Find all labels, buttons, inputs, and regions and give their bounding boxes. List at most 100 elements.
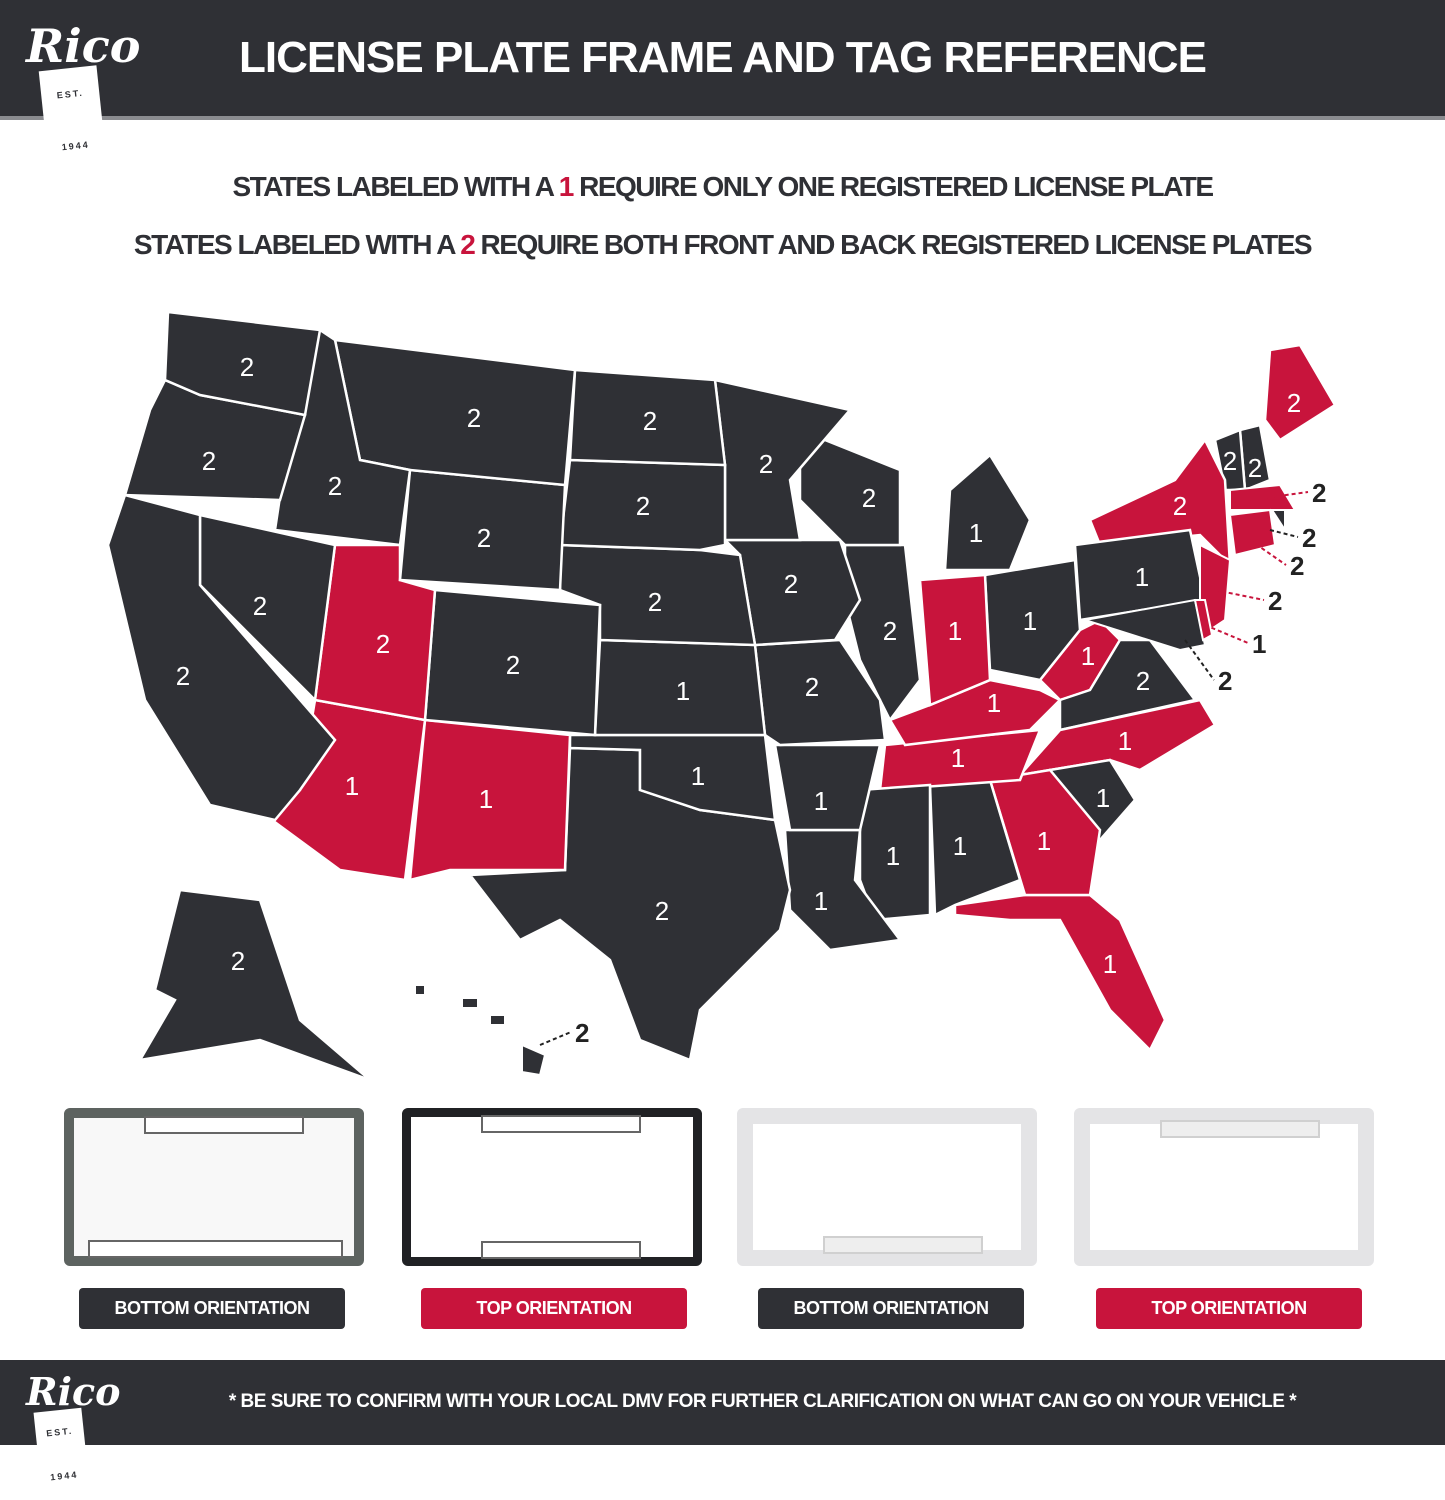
footer-note: * BE SURE TO CONFIRM WITH YOUR LOCAL DMV… <box>228 1391 1297 1412</box>
callout-line <box>1249 539 1287 566</box>
state-shape <box>1228 508 1277 557</box>
state-label: 1 <box>1135 562 1149 592</box>
rico-logo: Rico EST. 1944 <box>26 19 141 175</box>
callout-label: 1 <box>1252 629 1266 659</box>
state-shape <box>918 573 992 707</box>
state-label: 1 <box>987 688 1001 718</box>
legend-number: 1 <box>558 171 575 202</box>
state-label: 2 <box>328 471 342 501</box>
state-shape <box>521 1043 547 1077</box>
state-label: 1 <box>1096 783 1110 813</box>
state-shape <box>163 310 322 417</box>
state-label: 2 <box>883 616 897 646</box>
state-label: 1 <box>345 771 359 801</box>
callout-line <box>1269 529 1299 538</box>
state-shape <box>1263 343 1337 442</box>
state-shape <box>568 368 727 467</box>
state-shape <box>858 783 932 922</box>
state-label: 1 <box>691 761 705 791</box>
frame-image-4 <box>1074 1108 1374 1266</box>
state-label: 2 <box>1287 388 1301 418</box>
state-shape <box>106 493 337 822</box>
state-label: 2 <box>467 403 481 433</box>
callout-line <box>1249 491 1309 501</box>
legend-text: STATES LABELED WITH A <box>133 229 461 260</box>
state-label: 2 <box>1136 666 1150 696</box>
logo-text: Rico <box>26 1369 121 1414</box>
legend-text: REQUIRE ONLY ONE REGISTERED LICENSE PLAT… <box>572 171 1214 202</box>
frame-label-2: TOP ORIENTATION <box>421 1288 687 1329</box>
callout-label: 2 <box>575 1018 589 1048</box>
state-label: 1 <box>1118 726 1132 756</box>
state-label: 2 <box>648 587 662 617</box>
state-shape <box>461 997 479 1009</box>
callout-line <box>1214 589 1265 601</box>
state-label: 1 <box>1081 641 1095 671</box>
state-label: 2 <box>759 449 773 479</box>
state-shape <box>408 718 572 882</box>
state-label: 2 <box>1223 446 1237 476</box>
state-label: 1 <box>814 886 828 916</box>
legend-line-2: STATES LABELED WITH A 2 REQUIRE BOTH FRO… <box>60 225 1385 265</box>
state-label: 2 <box>636 491 650 521</box>
state-label: 2 <box>655 896 669 926</box>
callout-label: 2 <box>1290 551 1304 581</box>
frame-image-3 <box>737 1108 1037 1266</box>
state-label: 1 <box>951 743 965 773</box>
state-label: 2 <box>1248 453 1262 483</box>
state-label: 2 <box>784 569 798 599</box>
callout-label: 2 <box>1218 666 1232 696</box>
frame-image-1 <box>64 1108 364 1266</box>
state-shape <box>953 893 1167 1053</box>
state-shape <box>489 1014 506 1026</box>
state-shape <box>137 888 371 1082</box>
callout-label: 2 <box>1268 586 1282 616</box>
state-shape <box>558 543 757 647</box>
page-title: LICENSE PLATE FRAME AND TAG REFERENCE <box>200 30 1245 86</box>
state-shape <box>1229 483 1297 511</box>
legend-text: REQUIRE BOTH FRONT AND BACK REGISTERED L… <box>474 229 1313 260</box>
legend-text: STATES LABELED WITH A <box>232 171 559 202</box>
state-shape <box>1193 599 1214 642</box>
frame-label-4: TOP ORIENTATION <box>1096 1288 1362 1329</box>
state-label: 1 <box>886 841 900 871</box>
state-label: 1 <box>969 518 983 548</box>
state-label: 1 <box>1023 606 1037 636</box>
state-label: 2 <box>202 446 216 476</box>
frame-label-1: BOTTOM ORIENTATION <box>79 1288 345 1329</box>
callout-line <box>1184 639 1215 681</box>
logo-est: EST. 1944 <box>33 1407 91 1500</box>
state-label: 1 <box>948 616 962 646</box>
callout-line <box>539 1031 572 1046</box>
legend-line-1: STATES LABELED WITH A 1 REQUIRE ONLY ONE… <box>60 167 1385 207</box>
state-shape <box>773 743 882 832</box>
legend-number: 2 <box>460 229 476 260</box>
frame-label-3: BOTTOM ORIENTATION <box>758 1288 1024 1329</box>
state-label: 2 <box>1173 491 1187 521</box>
state-label: 1 <box>1037 826 1051 856</box>
state-label: 2 <box>376 629 390 659</box>
state-shape <box>568 733 777 822</box>
state-shape <box>1270 509 1286 534</box>
logo-text: Rico <box>26 19 141 73</box>
state-shape <box>1084 598 1207 652</box>
state-shape <box>414 984 426 996</box>
state-label: 1 <box>676 676 690 706</box>
state-label: 1 <box>814 786 828 816</box>
state-label: 2 <box>643 406 657 436</box>
state-label: 2 <box>253 591 267 621</box>
state-shape <box>943 453 1032 572</box>
header-bar: Rico EST. 1944 LICENSE PLATE FRAME AND T… <box>0 0 1445 175</box>
state-label: 2 <box>240 352 254 382</box>
state-label: 2 <box>231 946 245 976</box>
state-label: 2 <box>805 672 819 702</box>
state-label: 2 <box>477 523 491 553</box>
state-label: 2 <box>506 650 520 680</box>
state-label: 2 <box>862 483 876 513</box>
state-label: 1 <box>1103 949 1117 979</box>
page-title-text: LICENSE PLATE FRAME AND TAG REFERENCE <box>239 33 1207 82</box>
footer-bar: Rico EST. 1944 * BE SURE TO CONFIRM WITH… <box>0 1360 1445 1500</box>
callout-line <box>1204 624 1249 644</box>
callout-label: 2 <box>1302 523 1316 553</box>
